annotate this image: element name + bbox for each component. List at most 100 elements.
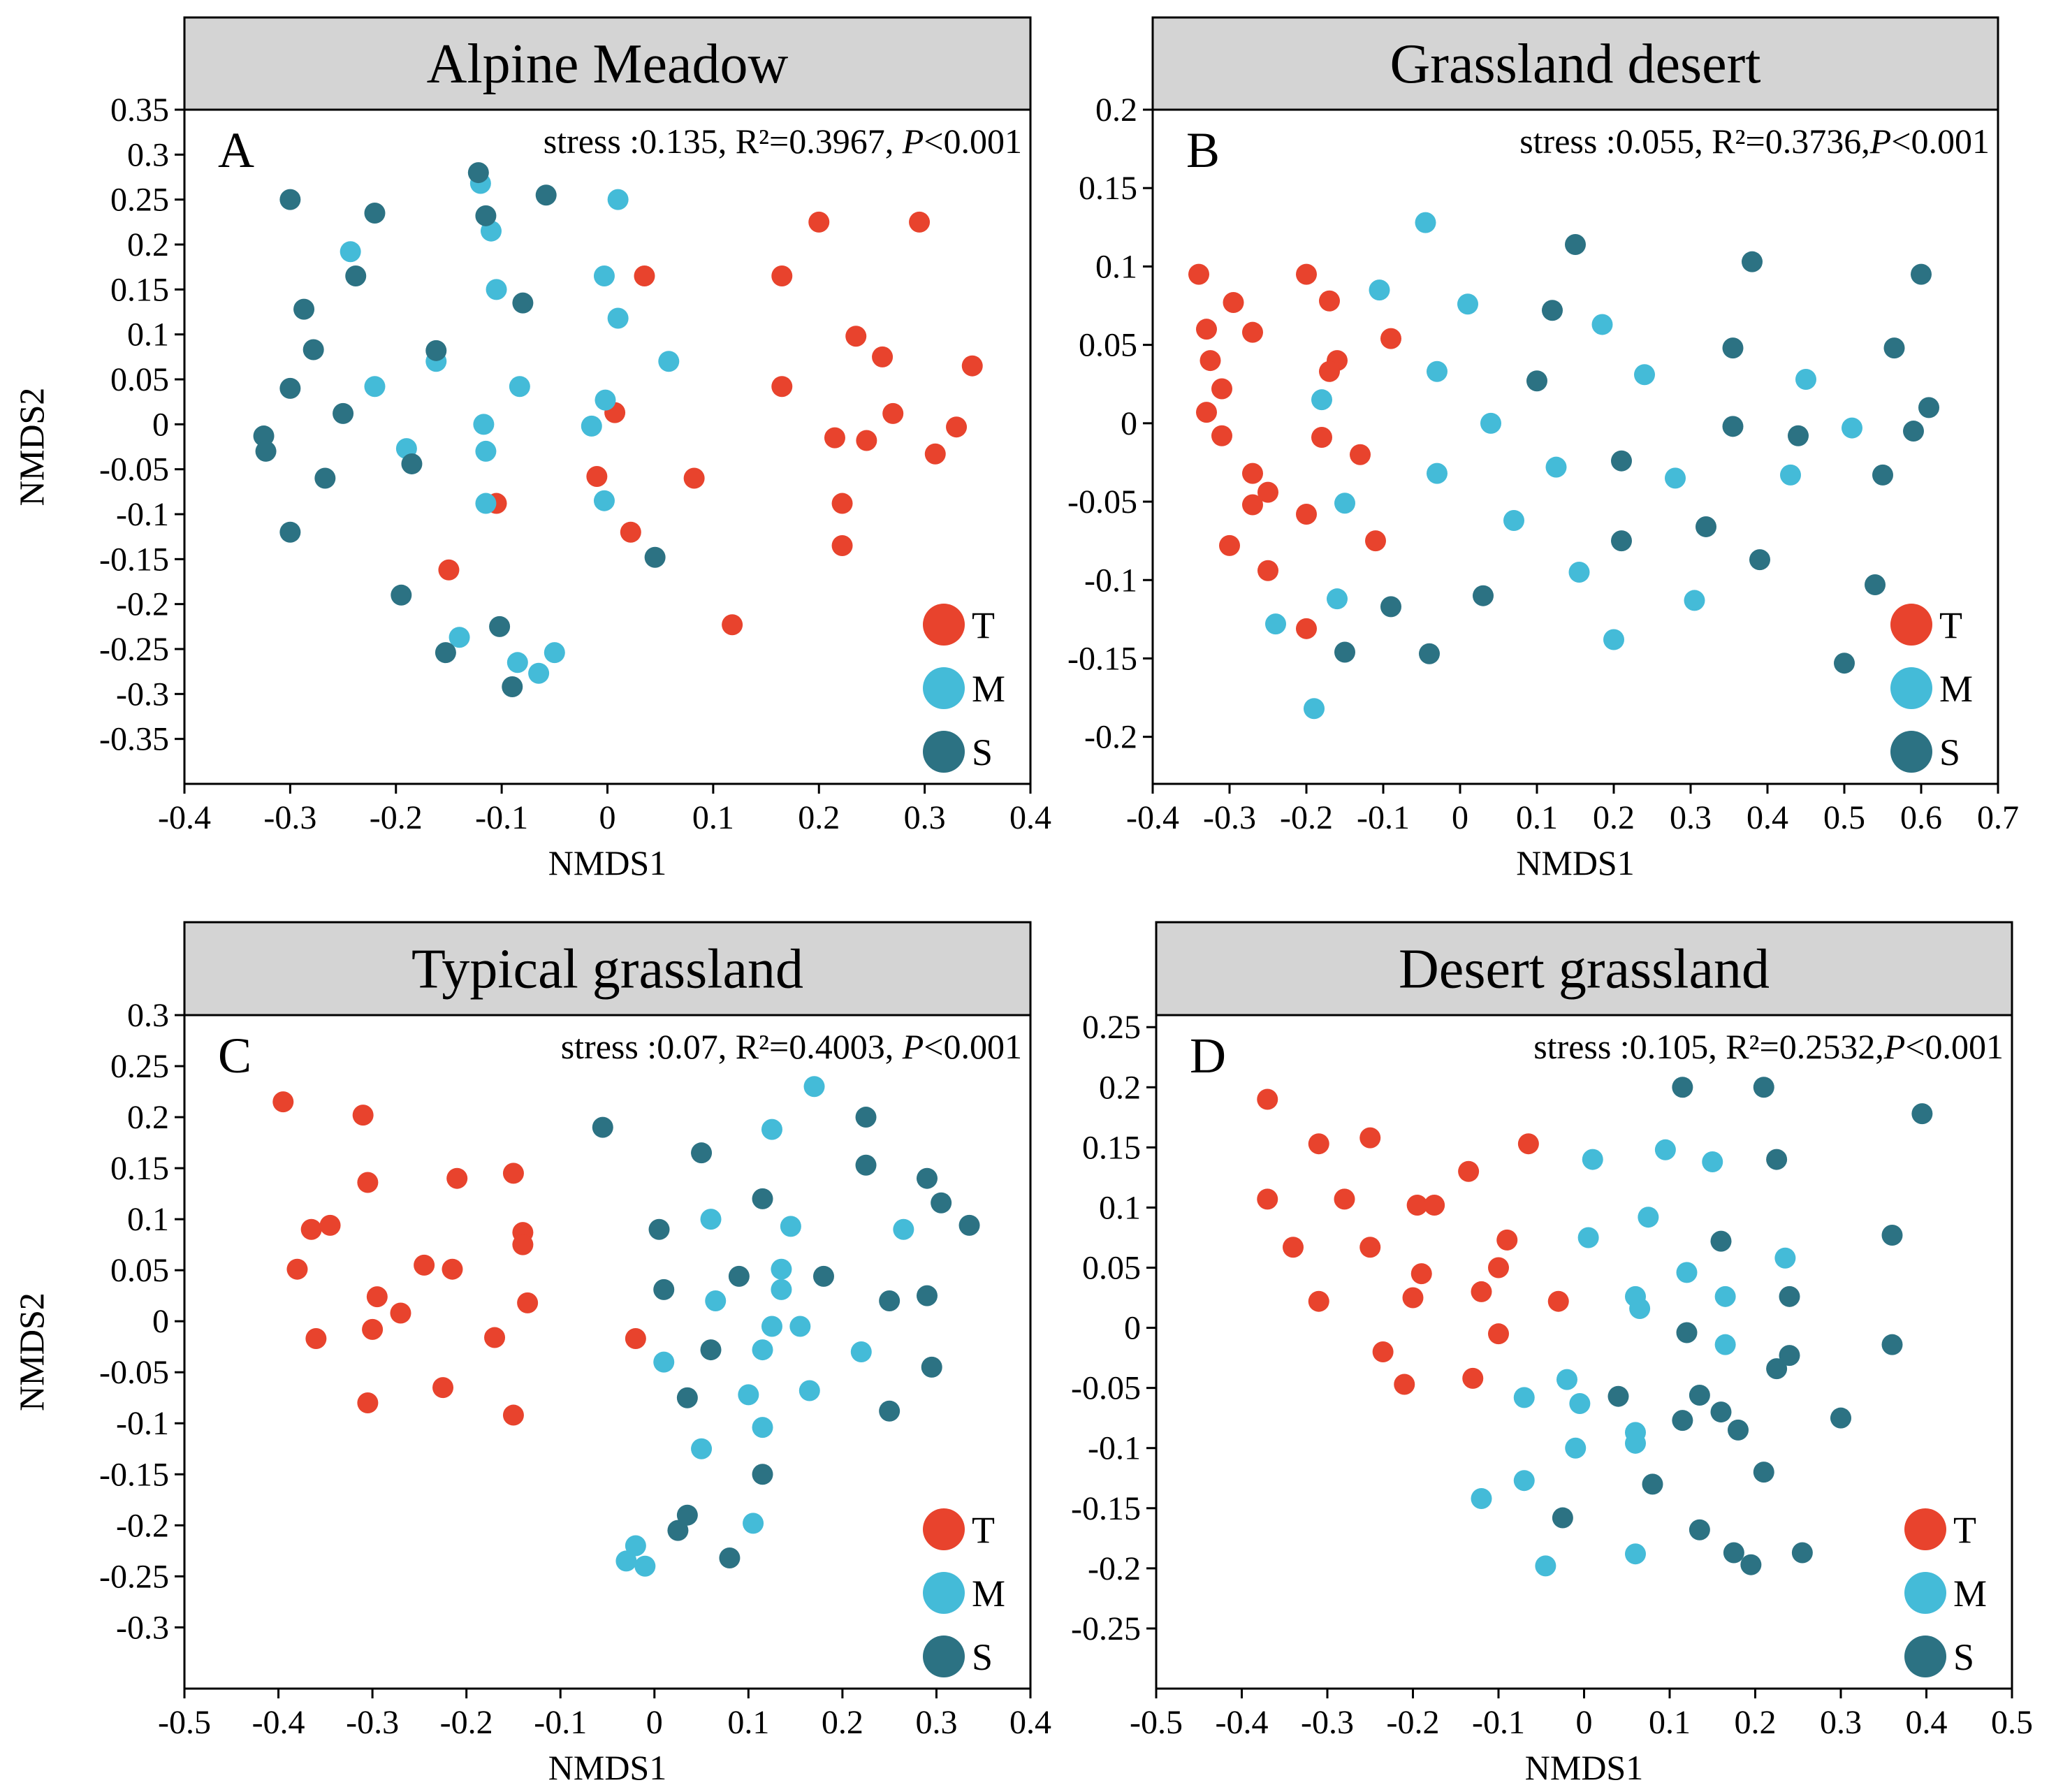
point-s (435, 642, 456, 664)
point-s (1753, 1077, 1774, 1098)
point-s (752, 1188, 773, 1209)
panel-a: Alpine Meadow -0.4 -0.3 -0.2 -0.1 0 0.1 0.2 0.3 0… (12, 16, 1051, 882)
point-m (1427, 462, 1448, 484)
y-tick-label: 0.3 (127, 997, 169, 1034)
legend-label-m: M (972, 668, 1005, 710)
point-t (1406, 1194, 1428, 1216)
point-s (1911, 1103, 1933, 1125)
panel-c: Typical grassland -0.5 -0.4 -0.3 -0.2 -0.1 0 0.… (12, 921, 1051, 1787)
point-s (812, 1265, 834, 1287)
y-tick-label: 0.15 (110, 271, 169, 308)
point-m (803, 1076, 825, 1098)
y-tick-label: 0.1 (127, 316, 169, 354)
point-s (279, 377, 301, 399)
legend-label-s: S (972, 731, 993, 773)
y-tick-label: 0 (152, 406, 169, 443)
point-t (1188, 263, 1209, 285)
stats-annotation: stress :0.055, R²=0.3736,P<0.001 (1519, 122, 1990, 161)
point-s (279, 521, 301, 543)
y-tick-label: 0.2 (1095, 92, 1137, 129)
point-m (364, 376, 386, 398)
point-s (1881, 1334, 1903, 1355)
point-t (946, 416, 968, 438)
point-t (1308, 1290, 1329, 1312)
legend-label-m: M (972, 1573, 1005, 1615)
point-s (855, 1154, 877, 1176)
y-tick-label: -0.05 (99, 1354, 169, 1391)
panel-title: Typical grassland (411, 939, 803, 1000)
y-tick-label: 0 (152, 1303, 169, 1340)
y-tick-label: 0.2 (127, 226, 169, 263)
point-t (620, 521, 641, 543)
point-s (345, 265, 367, 287)
legend-label-s: S (1953, 1636, 1974, 1678)
legend-marker-s (1904, 1636, 1946, 1677)
y-tick-label: -0.3 (116, 1609, 169, 1646)
point-m (761, 1119, 782, 1140)
point-m (1311, 389, 1332, 411)
plot-frame (183, 108, 1032, 785)
legend-marker-t (1904, 1508, 1946, 1550)
title-bar (1151, 16, 1999, 111)
x-tick-label: 0.4 (1747, 799, 1788, 836)
legend-label-t: T (1953, 1509, 1976, 1551)
y-tick-label: 0.05 (1082, 1250, 1141, 1287)
legend-marker-s (1890, 731, 1932, 773)
point-t (683, 467, 705, 489)
y-tick-label: 0.05 (110, 1252, 169, 1289)
point-t (390, 1302, 411, 1324)
plot-frame (1151, 108, 1999, 785)
point-s (1791, 1542, 1813, 1564)
y-tick-label: -0.1 (1088, 1430, 1141, 1467)
point-m (1842, 417, 1862, 439)
y-tick-label: 0.35 (110, 92, 169, 129)
point-m (473, 414, 495, 435)
point-m (615, 1550, 637, 1572)
point-t (1547, 1290, 1569, 1312)
stats-annotation: stress :0.07, R²=0.4003, P<0.001 (561, 1027, 1022, 1066)
point-t (1359, 1127, 1381, 1149)
point-m (1503, 509, 1524, 531)
y-tick-label: -0.3 (116, 676, 169, 713)
point-m (850, 1341, 872, 1362)
y-tick-label: 0 (1121, 405, 1137, 442)
point-t (1488, 1257, 1509, 1279)
point-s (535, 184, 557, 206)
point-s (1740, 1554, 1762, 1575)
x-tick-label: 0.1 (727, 1704, 769, 1741)
point-t (357, 1172, 379, 1193)
point-m (1369, 279, 1390, 301)
point-t (1223, 292, 1244, 314)
point-t (1296, 618, 1317, 639)
point-s (1722, 337, 1744, 359)
point-s (1749, 549, 1770, 571)
point-t (512, 1234, 534, 1255)
point-m (1625, 1432, 1646, 1454)
point-s (719, 1547, 741, 1569)
point-t (1308, 1133, 1329, 1155)
point-m (528, 662, 550, 684)
point-t (1242, 321, 1263, 343)
y-tick-label: 0.05 (110, 361, 169, 398)
point-s (1766, 1149, 1788, 1170)
legend-label-s: S (972, 1636, 993, 1678)
point-m (1457, 293, 1478, 315)
x-tick-label: -0.1 (534, 1704, 587, 1741)
point-t (1296, 504, 1317, 525)
point-m (1603, 629, 1624, 650)
y-axis-label: NMDS2 (12, 1292, 51, 1411)
point-s (691, 1142, 713, 1164)
y-tick-label: 0 (1124, 1310, 1141, 1347)
point-m (1556, 1369, 1577, 1390)
point-t (1462, 1367, 1484, 1389)
x-tick-label: 0.3 (915, 1704, 957, 1741)
legend-marker-m (1890, 667, 1932, 709)
point-s (401, 453, 423, 474)
point-t (362, 1318, 384, 1340)
y-tick-label: 0.25 (1082, 1009, 1141, 1046)
y-axis-label: NMDS2 (12, 1292, 51, 1411)
x-tick-label: 0.5 (1991, 1704, 2033, 1741)
point-m (789, 1316, 811, 1337)
x-tick-label: -0.3 (346, 1704, 399, 1741)
point-m (1565, 1437, 1587, 1459)
